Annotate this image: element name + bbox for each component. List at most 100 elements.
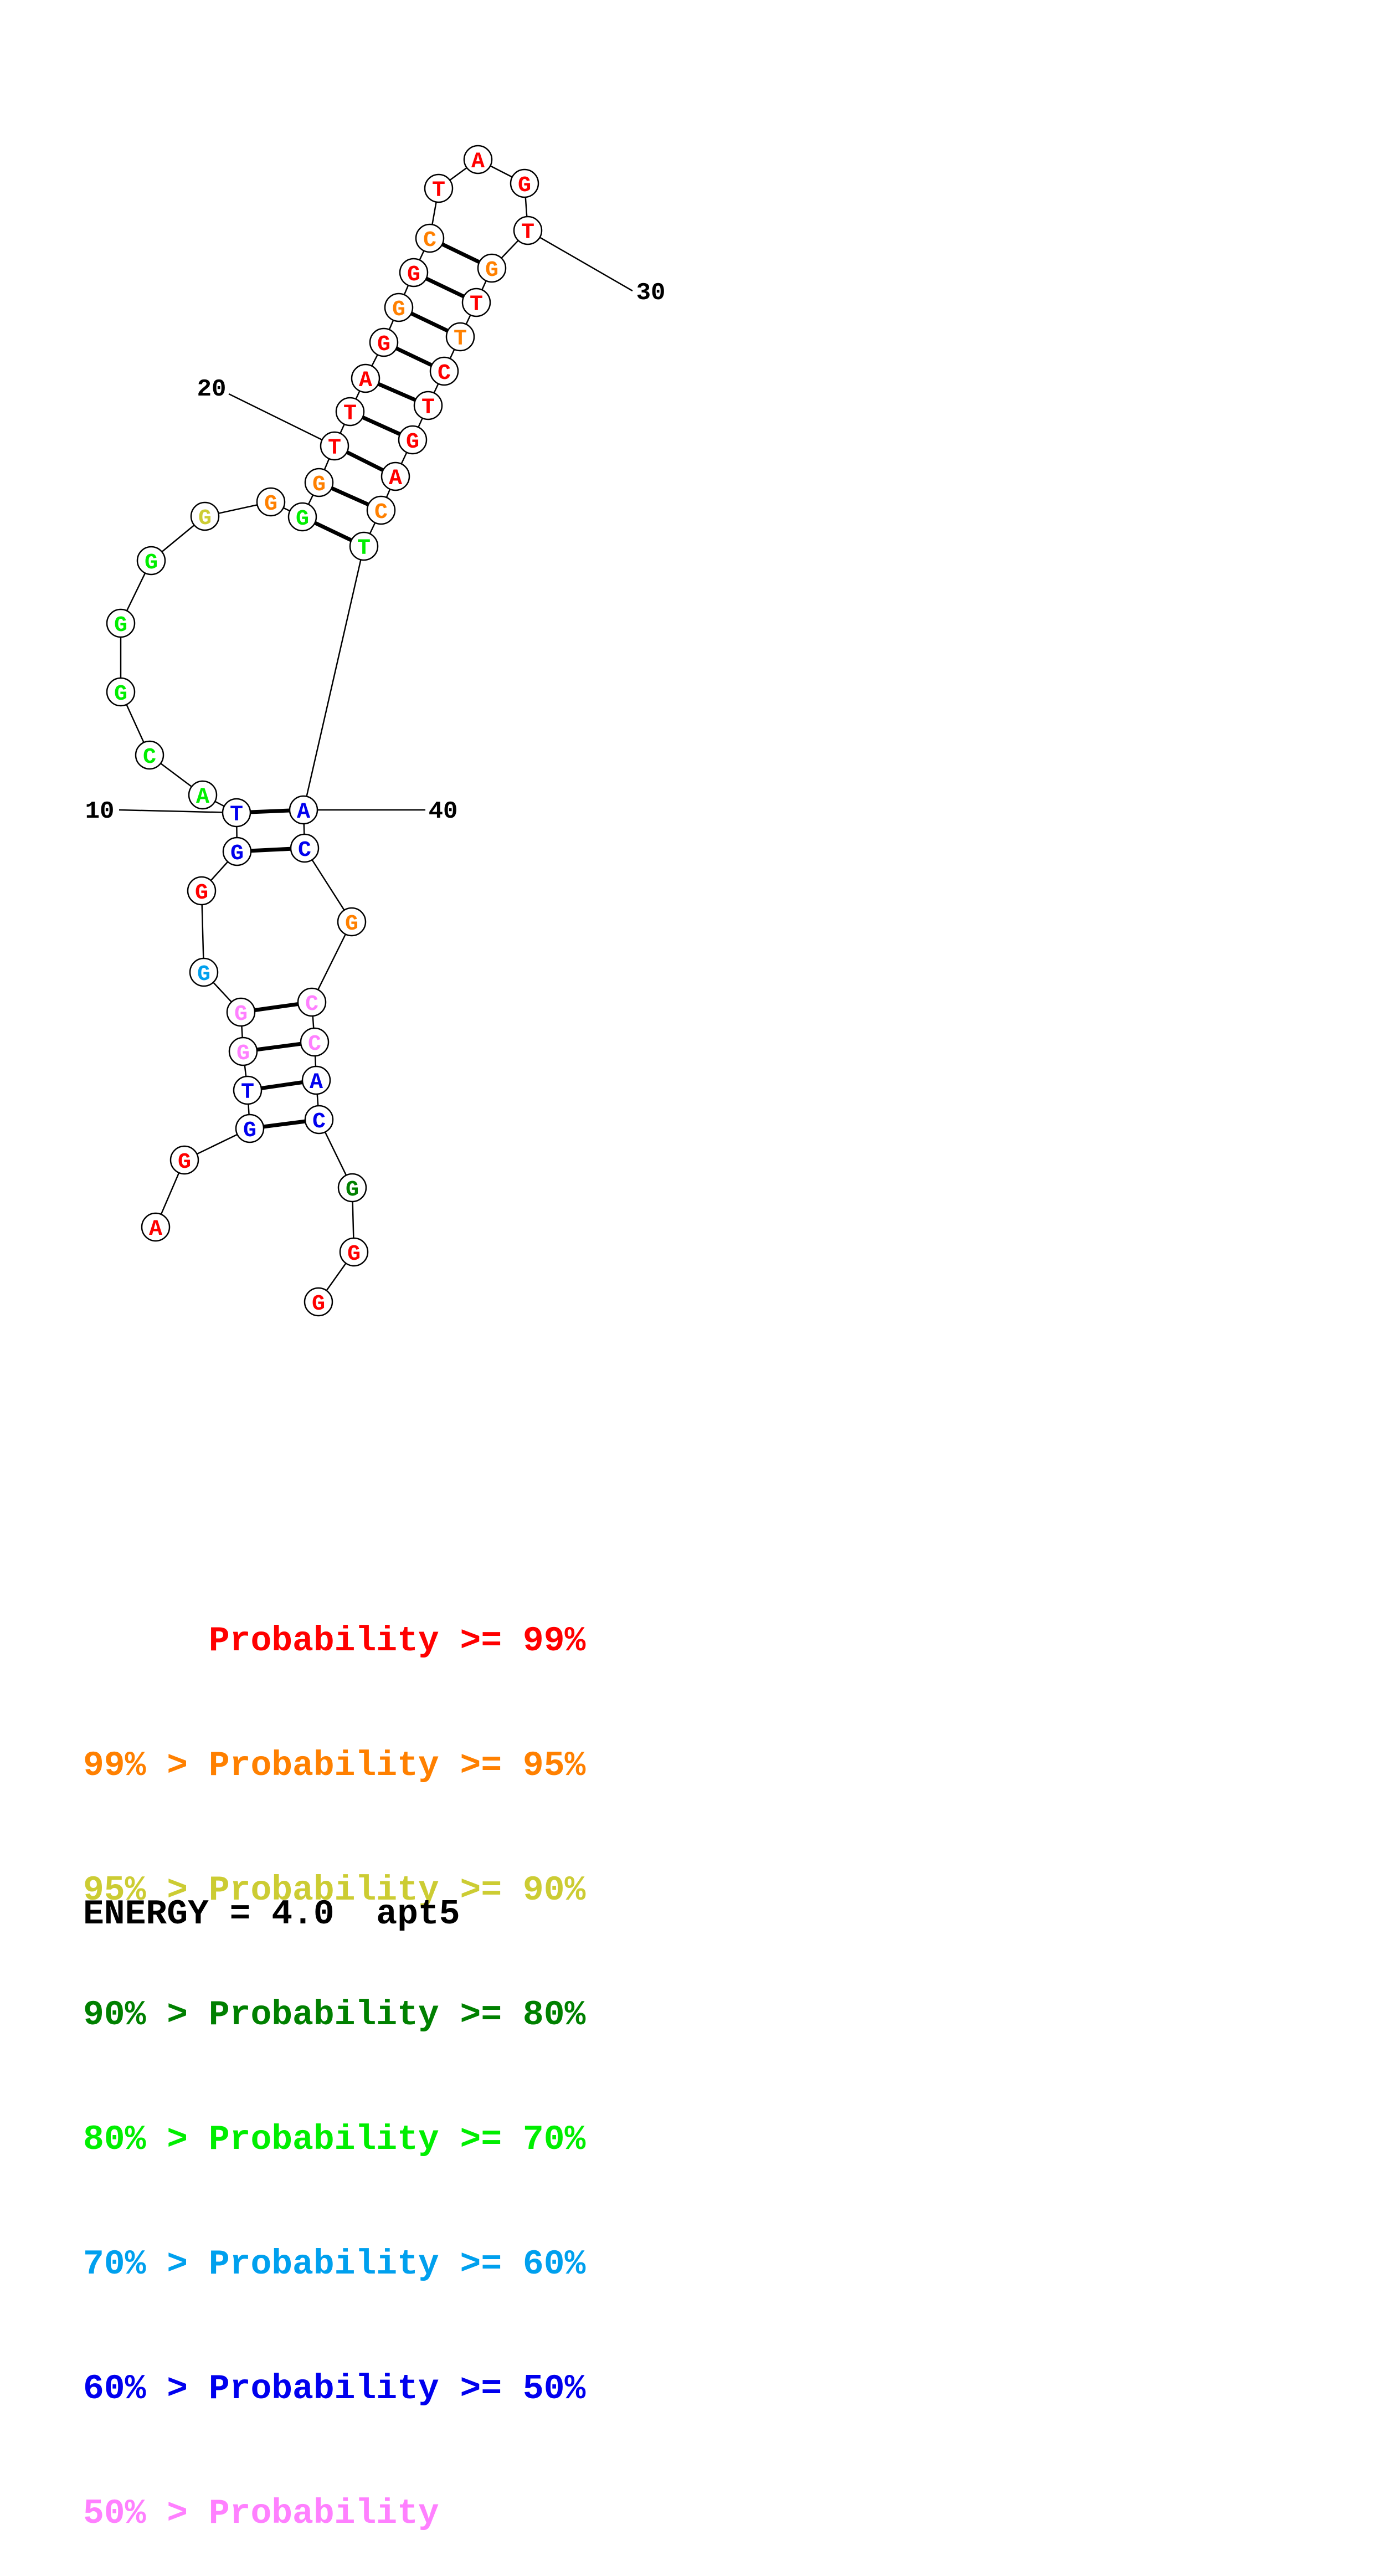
nucleotide-15: G <box>136 546 166 576</box>
nucleotide-base-label: G <box>197 962 210 987</box>
nucleotide-circle <box>461 288 491 317</box>
nucleotide-16: G <box>190 501 220 531</box>
nucleotide-base-label: A <box>149 1217 162 1242</box>
nucleotide-3: G <box>235 1113 265 1143</box>
nucleotide-circle <box>337 907 367 937</box>
nucleotide-24: G <box>384 293 414 322</box>
position-label-40: 40 <box>429 798 458 825</box>
nucleotide-circle <box>222 798 251 828</box>
nucleotide-circle <box>351 363 380 393</box>
nucleotide-base-label: G <box>230 841 244 866</box>
nucleotide-base-label: C <box>305 992 318 1017</box>
nucleotide-base-label: G <box>347 1242 361 1267</box>
nucleotide-nodes: AGGTGGGGGTACGGGGGGGTTAGGGCTAGTGTTCTGACTA… <box>106 145 543 1317</box>
nucleotide-26: C <box>415 223 445 253</box>
nucleotide-circle <box>369 327 399 357</box>
nucleotide-circle <box>304 1105 334 1135</box>
legend-line-6: 70% > Probability >= 60% <box>83 2245 586 2284</box>
nucleotide-circle <box>289 795 318 825</box>
position-label-30: 30 <box>636 279 666 307</box>
legend-line-7: 60% > Probability >= 50% <box>83 2369 586 2409</box>
nucleotide-base-label: T <box>328 436 341 461</box>
legend-line-4: 90% > Probability >= 80% <box>83 1995 586 2035</box>
nucleotide-18: G <box>287 502 317 532</box>
nucleotide-circle <box>415 223 445 253</box>
nucleotide-4: T <box>233 1075 263 1105</box>
probability-legend: Probability >= 99% 99% > Probability >= … <box>83 1537 585 2576</box>
nucleotide-base-label: A <box>196 785 209 810</box>
legend-line-8: 50% > Probability <box>83 2494 439 2533</box>
nucleotide-29: G <box>510 168 539 198</box>
nucleotide-circle <box>287 502 317 532</box>
nucleotide-base-label: G <box>178 1150 191 1175</box>
nucleotide-base-label: C <box>308 1032 321 1057</box>
nucleotide-28: A <box>463 145 493 175</box>
nucleotide-base-label: A <box>471 150 485 175</box>
nucleotide-7: G <box>189 957 219 987</box>
nucleotide-6: G <box>226 997 256 1027</box>
nucleotide-45: A <box>301 1065 331 1095</box>
nucleotide-base-label: T <box>421 396 435 420</box>
nucleotide-base-label: C <box>143 745 156 770</box>
nucleotide-base-label: G <box>346 1178 359 1203</box>
nucleotide-base-label: G <box>145 551 158 576</box>
nucleotide-circle <box>445 322 475 352</box>
nucleotide-circle <box>320 431 349 461</box>
nucleotide-circle <box>429 356 459 386</box>
nucleotide-20: T <box>320 431 349 461</box>
nucleotide-circle <box>304 1287 333 1317</box>
nucleotide-circle <box>300 1027 330 1057</box>
nucleotide-circle <box>256 487 286 517</box>
nucleotide-base-label: G <box>198 506 212 531</box>
nucleotide-base-label: C <box>423 228 436 253</box>
nucleotide-base-label: T <box>521 220 534 245</box>
nucleotide-8: G <box>187 876 217 906</box>
nucleotide-base-label: G <box>518 173 531 198</box>
legend-line-2: 99% > Probability >= 95% <box>83 1746 586 1785</box>
nucleotide-48: G <box>339 1237 369 1267</box>
nucleotide-30: T <box>513 215 543 245</box>
nucleotide-49: G <box>304 1287 333 1317</box>
nucleotide-circle <box>106 608 136 638</box>
rna-secondary-structure-diagram: AGGTGGGGGTACGGGGGGGTTAGGGCTAGTGTTCTGACTA… <box>85 145 666 1317</box>
nucleotide-38: C <box>366 495 396 525</box>
nucleotide-25: G <box>399 258 429 288</box>
nucleotide-41: C <box>290 833 320 863</box>
nucleotide-circle <box>337 1173 367 1203</box>
nucleotide-circle <box>141 1212 171 1242</box>
nucleotide-9: G <box>222 837 252 866</box>
backbone-segment <box>304 848 353 922</box>
nucleotide-46: C <box>304 1105 334 1135</box>
nucleotide-32: T <box>461 288 491 317</box>
legend-line-5: 80% > Probability >= 70% <box>83 2120 586 2159</box>
nucleotide-circle <box>398 425 428 455</box>
nucleotide-base-label: G <box>377 332 390 357</box>
nucleotide-circle <box>335 397 365 427</box>
energy-label: ENERGY = 4.0 apt5 <box>83 1895 460 1934</box>
nucleotide-base-label: G <box>114 682 127 707</box>
nucleotide-27: T <box>424 173 454 203</box>
nucleotide-base-label: T <box>357 536 371 561</box>
nucleotide-base-label: G <box>392 297 405 322</box>
nucleotide-base-label: G <box>312 473 326 497</box>
nucleotide-42: G <box>337 907 367 937</box>
backbone-segment <box>302 546 365 810</box>
nucleotide-1: A <box>141 1212 171 1242</box>
nucleotide-2: G <box>169 1145 199 1175</box>
position-label-20: 20 <box>197 376 227 403</box>
nucleotide-14: G <box>106 608 136 638</box>
nucleotide-circle <box>233 1075 263 1105</box>
nucleotide-circle <box>304 468 334 497</box>
nucleotide-circle <box>424 173 454 203</box>
nucleotide-22: A <box>351 363 380 393</box>
nucleotide-19: G <box>304 468 334 497</box>
nucleotide-circle <box>106 677 136 707</box>
nucleotide-base-label: T <box>454 327 467 352</box>
nucleotide-base-label: G <box>264 492 277 517</box>
nucleotide-circle <box>136 546 166 576</box>
nucleotide-21: T <box>335 397 365 427</box>
nucleotide-10: T <box>222 798 251 828</box>
nucleotide-circle <box>349 531 379 561</box>
nucleotide-base-label: T <box>230 803 243 828</box>
nucleotide-circle <box>290 833 320 863</box>
